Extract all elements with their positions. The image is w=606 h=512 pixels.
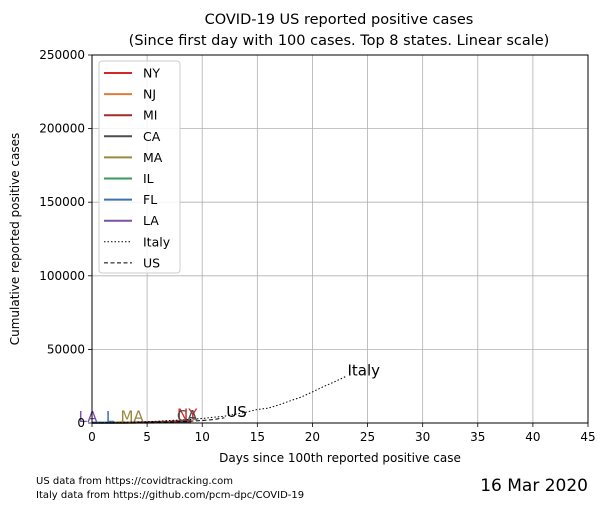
x-tick-label: 0 — [88, 430, 96, 444]
legend-label-il: IL — [143, 171, 154, 186]
y-tick-label: 250000 — [39, 48, 85, 62]
legend-label-ca: CA — [143, 129, 161, 144]
chart: COVID-19 US reported positive cases (Sin… — [8, 12, 596, 465]
legend: NY NJ MI CA MA IL FL LA Italy US — [98, 60, 181, 274]
legend-label-mi: MI — [143, 108, 157, 123]
date-stamp: 16 Mar 2020 — [480, 476, 588, 496]
x-tick-label: 25 — [360, 430, 375, 444]
legend-label-ma: MA — [143, 150, 163, 165]
chart-title-line2: (Since first day with 100 cases. Top 8 s… — [129, 33, 550, 49]
series-line-italy — [91, 376, 346, 424]
point-label-italy: Italy — [348, 362, 381, 380]
point-label-ma: MA — [120, 408, 144, 426]
x-axis-label: Days since 100th reported positive case — [219, 451, 461, 465]
point-label-fl: L — [106, 408, 115, 426]
x-tick-label: 30 — [415, 430, 430, 444]
x-tick-label: 40 — [525, 430, 540, 444]
legend-label-fl: FL — [143, 192, 157, 207]
point-label-la: LA — [79, 408, 99, 426]
y-tick-label: 0 — [77, 416, 85, 430]
y-tick-label: 200000 — [39, 122, 85, 136]
plot-frame — [91, 54, 589, 424]
x-tick-label: 20 — [305, 430, 320, 444]
x-tick-label: 10 — [195, 430, 210, 444]
y-axis-ticks: 0 50000 100000 150000 200000 250000 — [39, 48, 92, 430]
x-axis-ticks: 0 5 10 15 20 25 30 35 40 45 — [88, 423, 596, 444]
point-label-us: US — [226, 403, 247, 421]
x-tick-label: 15 — [250, 430, 265, 444]
x-tick-label: 35 — [470, 430, 485, 444]
y-axis-label: Cumulative reported positive cases — [8, 133, 22, 346]
legend-label-nj: NJ — [143, 87, 156, 102]
x-tick-label: 45 — [580, 430, 595, 444]
y-tick-label: 50000 — [47, 342, 85, 356]
y-tick-label: 100000 — [39, 269, 85, 283]
point-label-ca: CA — [177, 407, 198, 425]
x-tick-label: 5 — [143, 430, 151, 444]
footnote-italy-source: Italy data from https://github.com/pcm-d… — [36, 490, 305, 501]
legend-label-italy: Italy — [143, 234, 171, 249]
y-tick-label: 150000 — [39, 195, 85, 209]
footnote-us-source: US data from https://covidtracking.com — [36, 476, 233, 487]
chart-title-line1: COVID-19 US reported positive cases — [205, 12, 474, 28]
point-label-ny: NY — [177, 405, 198, 423]
legend-label-ny: NY — [143, 66, 160, 81]
legend-label-us: US — [143, 255, 160, 270]
legend-label-la: LA — [143, 213, 159, 228]
